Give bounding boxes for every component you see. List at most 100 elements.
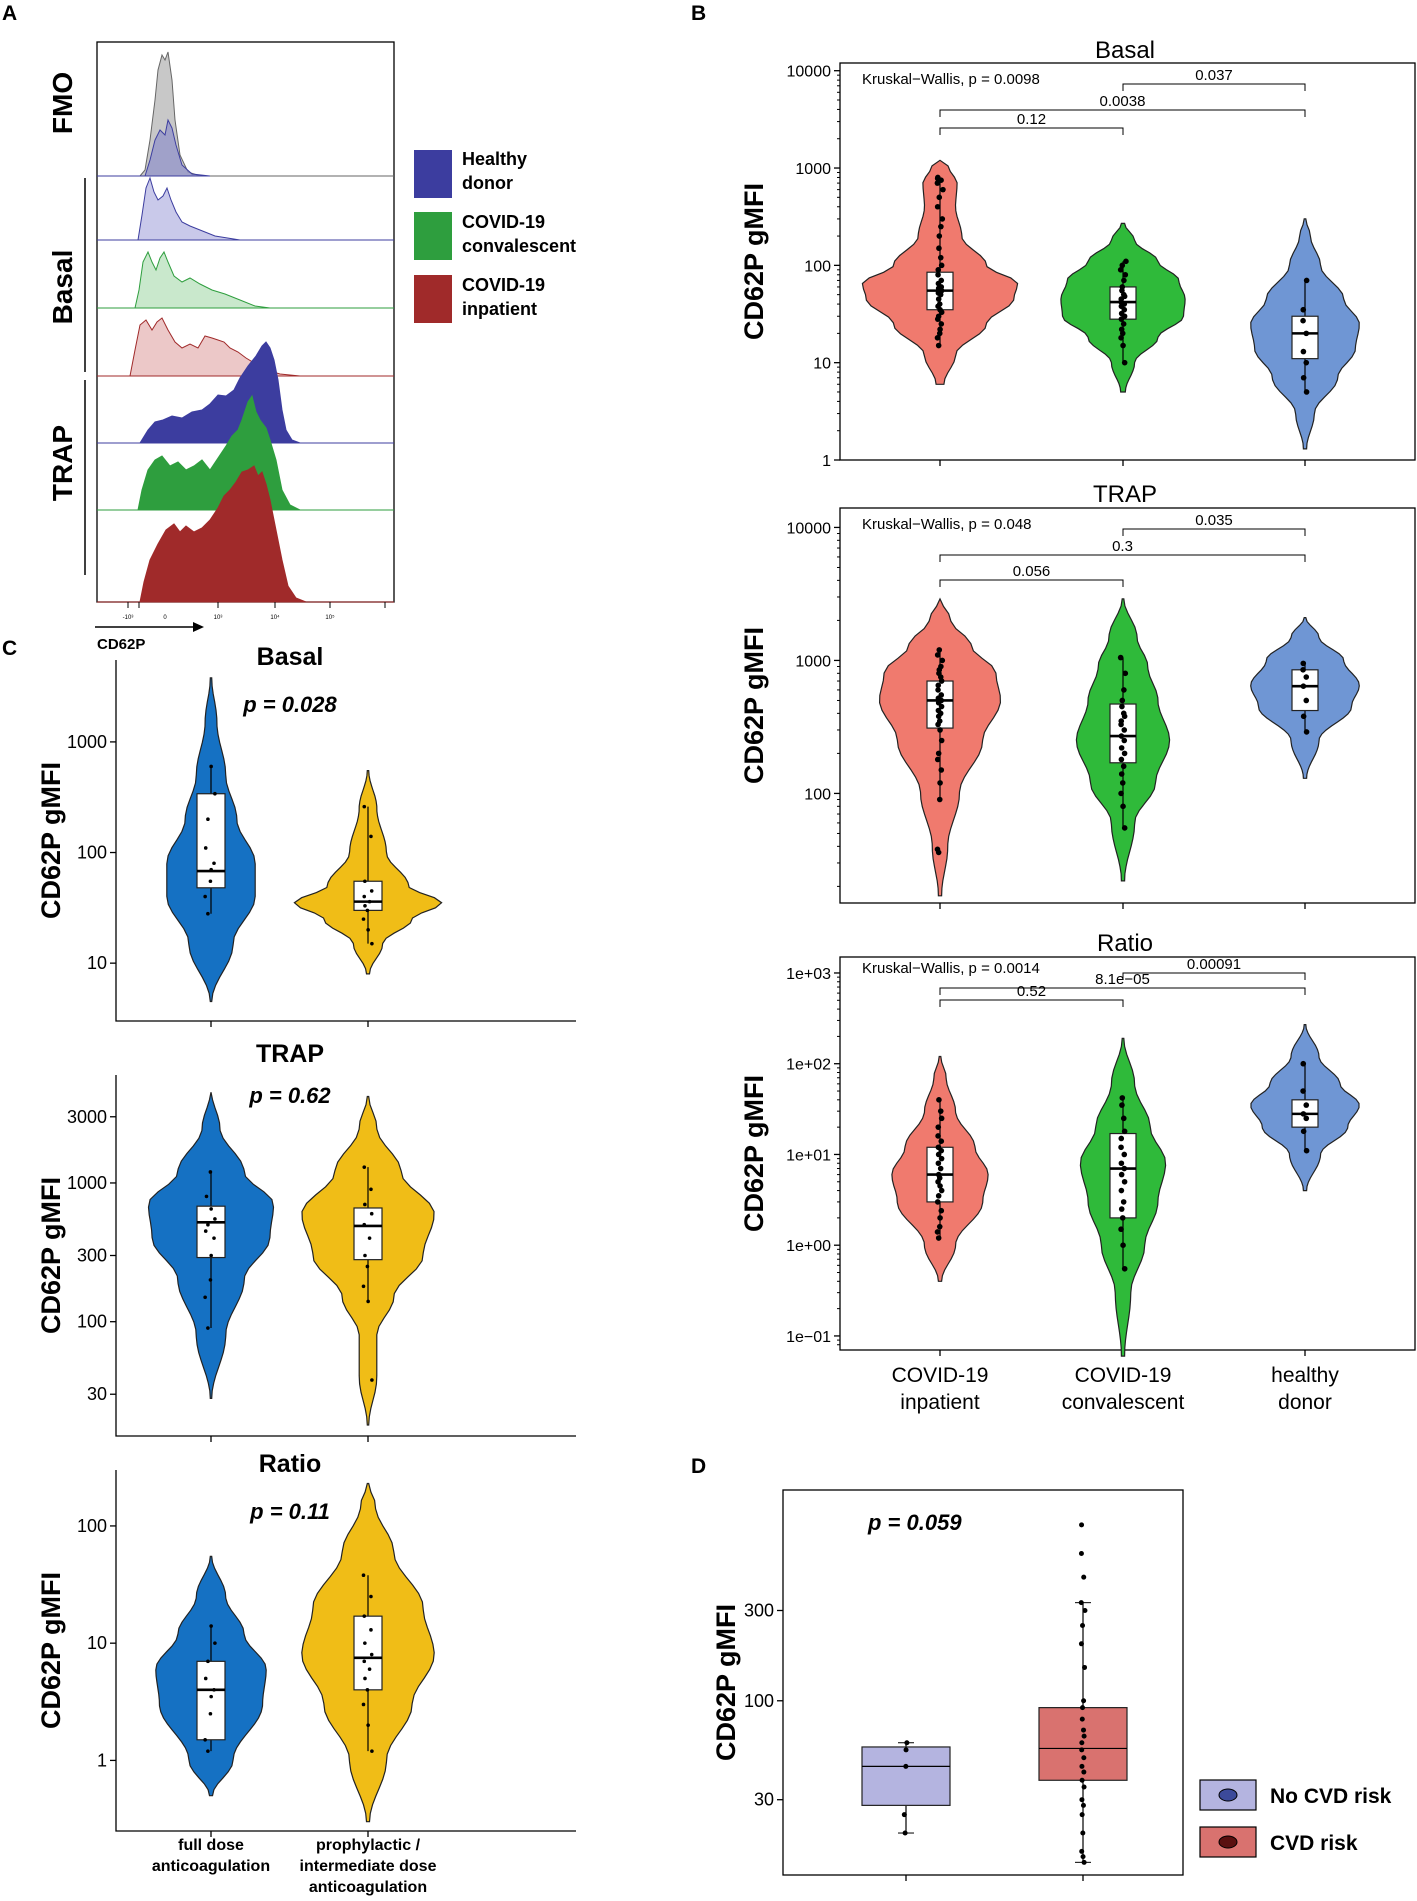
data-point bbox=[1300, 317, 1306, 324]
data-point bbox=[1080, 1830, 1086, 1836]
legend-dot-no-cvd bbox=[1218, 1788, 1238, 1802]
data-point bbox=[1079, 1812, 1085, 1818]
data-point bbox=[206, 817, 210, 822]
data-point bbox=[938, 262, 945, 269]
y-axis-label: CD62P gMFI bbox=[739, 627, 769, 784]
data-point bbox=[1121, 825, 1128, 831]
data-point bbox=[1081, 1733, 1087, 1739]
data-point bbox=[206, 1659, 210, 1664]
data-point bbox=[206, 1749, 210, 1753]
data-point bbox=[1123, 258, 1129, 265]
data-point bbox=[1117, 654, 1124, 661]
y-axis-label: CD62P gMFI bbox=[739, 183, 769, 340]
data-point bbox=[363, 1253, 367, 1258]
chart-title: Basal bbox=[1095, 37, 1155, 64]
data-point bbox=[366, 928, 370, 932]
data-point bbox=[366, 1723, 370, 1727]
legend-no-cvd: No CVD risk bbox=[1270, 1785, 1392, 1808]
y-tick-label: 1e+03 bbox=[786, 966, 831, 983]
data-point bbox=[935, 750, 942, 757]
data-point bbox=[1122, 271, 1129, 278]
y-tick-label: 1e−01 bbox=[786, 1329, 831, 1346]
data-point bbox=[1300, 348, 1307, 355]
data-point bbox=[362, 894, 367, 899]
comparison-p-label: 0.0038 bbox=[1100, 93, 1146, 110]
comparison-bracket bbox=[939, 579, 1124, 587]
panel-a-xticks: -10³ 0 10³ 10⁴ 10⁵ bbox=[123, 602, 386, 621]
comparison-p-label: 0.00091 bbox=[1187, 956, 1241, 973]
data-point bbox=[935, 1124, 942, 1130]
data-point bbox=[370, 1749, 374, 1753]
y-tick-label: 1 bbox=[822, 453, 831, 470]
chart-b-ratio: 1e−01 1e+00 1e+01 1e+02 1e+03 CD62P gMFI Ratio… bbox=[739, 930, 1416, 1357]
data-point bbox=[1119, 1095, 1126, 1101]
data-point bbox=[937, 1165, 944, 1172]
data-point bbox=[1303, 674, 1310, 680]
y-tick-label: 1000 bbox=[67, 1173, 107, 1193]
y-tick-label: 10000 bbox=[787, 520, 832, 537]
data-point bbox=[1120, 1242, 1126, 1249]
data-point bbox=[366, 1299, 370, 1304]
comparison-p-label: 0.035 bbox=[1195, 512, 1233, 529]
data-point bbox=[369, 1652, 374, 1657]
data-point bbox=[363, 1202, 367, 1207]
data-point bbox=[1300, 660, 1307, 667]
data-point bbox=[1300, 1111, 1307, 1117]
data-point bbox=[1082, 1664, 1088, 1670]
data-point bbox=[935, 1193, 942, 1199]
legend-swatch-healthy bbox=[414, 150, 452, 198]
comparison-p-label: 0.52 bbox=[1017, 983, 1046, 1000]
data-point bbox=[1121, 277, 1127, 284]
data-point bbox=[212, 861, 216, 866]
data-point bbox=[1118, 1135, 1125, 1142]
data-point bbox=[365, 1264, 370, 1269]
data-point bbox=[1303, 1102, 1310, 1108]
data-point bbox=[1120, 1199, 1127, 1205]
chart-title: TRAP bbox=[256, 1040, 324, 1068]
data-point bbox=[902, 1830, 908, 1836]
panel-letter-a: A bbox=[2, 2, 17, 25]
y-tick-label: 100 bbox=[744, 1691, 774, 1711]
data-point bbox=[934, 652, 941, 658]
p-value-label: p = 0.11 bbox=[249, 1499, 330, 1524]
data-point bbox=[203, 846, 208, 850]
c-xcat-1-line3: anticoagulation bbox=[309, 1879, 427, 1896]
data-point bbox=[362, 1659, 367, 1664]
data-point bbox=[1121, 727, 1128, 733]
trap-healthy-histogram bbox=[97, 341, 394, 444]
data-point bbox=[936, 245, 942, 252]
comparison-p-label: 0.056 bbox=[1013, 563, 1051, 580]
plot-frame bbox=[839, 62, 1416, 461]
legend-cvd: CVD risk bbox=[1270, 1832, 1358, 1855]
data-point bbox=[1120, 803, 1126, 810]
data-point bbox=[938, 767, 945, 773]
data-point bbox=[361, 1573, 366, 1578]
y-axis-label: CD62P gMFI bbox=[739, 1075, 769, 1232]
y-tick-label: 100 bbox=[77, 843, 107, 863]
data-point bbox=[203, 1229, 208, 1233]
data-point bbox=[1300, 667, 1306, 673]
data-point bbox=[203, 1737, 207, 1742]
plot-axis bbox=[115, 1470, 576, 1832]
data-point bbox=[1079, 1763, 1085, 1769]
data-point bbox=[1080, 1802, 1086, 1808]
data-point bbox=[363, 1676, 367, 1681]
data-point bbox=[361, 917, 366, 921]
data-point bbox=[939, 657, 946, 664]
data-point bbox=[209, 867, 213, 872]
fmo-histogram-gray bbox=[97, 51, 394, 177]
data-point bbox=[1303, 277, 1310, 284]
chart-c-ratio: 1 10 100 CD62P gMFI Ratio p = 0.11 bbox=[36, 1450, 576, 1837]
y-tick-label: 100 bbox=[77, 1312, 107, 1332]
data-point bbox=[1079, 1747, 1085, 1753]
data-point bbox=[209, 1694, 213, 1699]
data-point bbox=[1081, 1574, 1087, 1580]
data-point bbox=[370, 1378, 374, 1382]
y-tick-label: 3000 bbox=[67, 1107, 107, 1127]
data-point bbox=[363, 1641, 367, 1645]
data-point bbox=[934, 1229, 941, 1235]
comparison-bracket bbox=[1122, 83, 1306, 91]
comparison-p-label: 0.3 bbox=[1112, 538, 1133, 555]
kruskal-wallis-label: Kruskal−Wallis, p = 0.048 bbox=[862, 516, 1032, 533]
data-point bbox=[938, 737, 945, 744]
